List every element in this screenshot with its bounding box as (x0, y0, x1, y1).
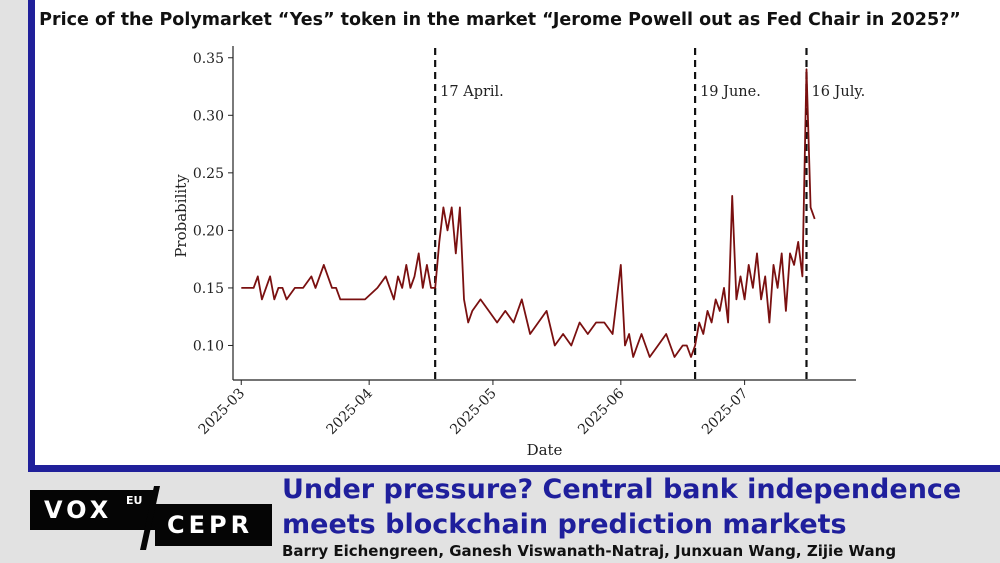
event-marker-label: 19 June. (700, 84, 761, 100)
x-tick-label: 2025-07 (699, 386, 751, 438)
x-axis-title: Date (527, 441, 563, 459)
x-tick-label: 2025-04 (324, 385, 377, 438)
logo-slash-icon (140, 486, 160, 550)
cepr-logo-text: CEPR (167, 511, 254, 539)
x-tick-label: 2025-03 (196, 386, 248, 438)
line-chart: 0.10 0.15 0.20 0.25 0.30 0.35 2025-03 2025-04 20… (172, 46, 865, 459)
y-tick-label: 0.25 (193, 166, 224, 182)
voxeu-logo-text: VOX (44, 496, 113, 524)
chart-annotations: 17 April. 19 June. 16 July. (434, 48, 865, 380)
voxeu-logo[interactable]: VOX EU (30, 490, 156, 530)
y-tick-label: 0.10 (193, 338, 224, 354)
y-tick-label: 0.15 (193, 281, 224, 297)
y-tick-label: 0.35 (193, 51, 224, 67)
chart-axes: 0.10 0.15 0.20 0.25 0.30 0.35 2025-03 2025-04 20… (193, 46, 856, 438)
y-axis-title: Probability (172, 174, 190, 258)
chart-series (241, 68, 816, 358)
y-tick-label: 0.30 (193, 108, 224, 124)
x-tick-label: 2025-06 (575, 385, 628, 438)
x-tick-label: 2025-05 (447, 386, 499, 438)
article-headline[interactable]: Under pressure? Central bank independenc… (282, 474, 962, 540)
chart-frame (28, 0, 1000, 472)
article-authors: Barry Eichengreen, Ganesh Viswanath-Natr… (282, 542, 897, 560)
chart-title: Price of the Polymarket “Yes” token in t… (39, 10, 961, 30)
event-marker-label: 17 April. (440, 84, 504, 100)
event-marker-label: 16 July. (811, 84, 865, 100)
price-series-line (241, 68, 816, 358)
voxeu-logo-eu: EU (126, 494, 143, 507)
cepr-logo[interactable]: CEPR (155, 504, 272, 546)
y-tick-label: 0.20 (193, 223, 224, 239)
